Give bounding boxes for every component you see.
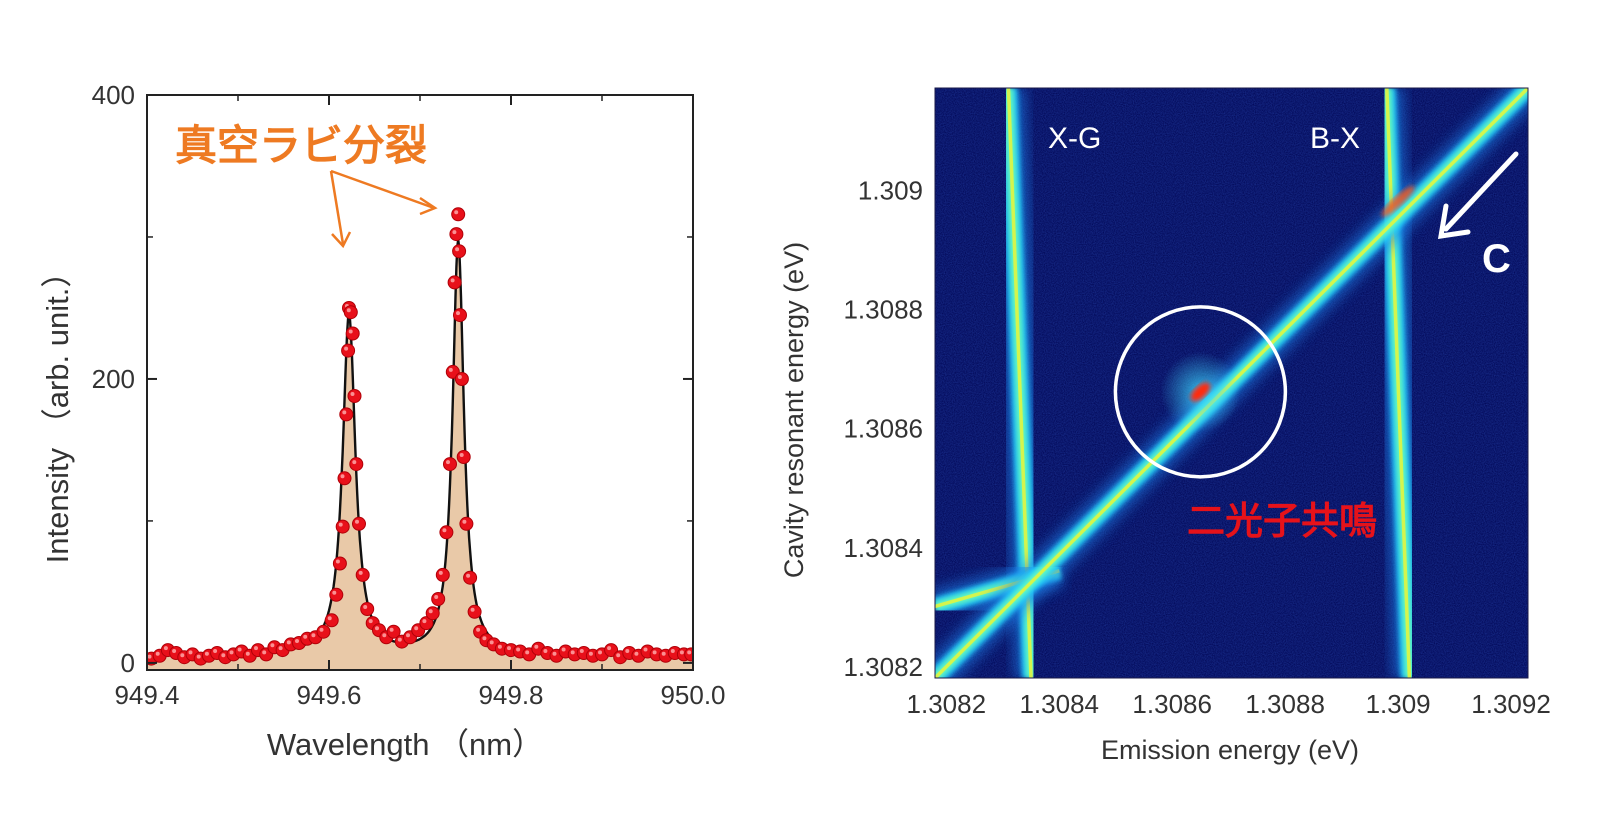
cavity-arrow: [1437, 151, 1519, 239]
x-tick-label-right: 1.3082: [907, 689, 987, 719]
x-axis-label-left: Wavelength （nm）: [267, 727, 543, 762]
data-point: [451, 207, 466, 222]
data-point: [335, 519, 350, 534]
x-tick-label: 949.6: [296, 680, 361, 710]
data-point: [341, 343, 356, 358]
data-point: [463, 570, 478, 585]
heatmap-chart: 1.3082 1.3084 1.3086 1.3088 1.309 1.3092 1.308…: [779, 87, 1551, 765]
data-point: [443, 457, 457, 472]
plot-frame-left: [146, 94, 694, 671]
data-point: [684, 647, 693, 662]
x-axis-label-right: Emission energy (eV): [1101, 735, 1359, 765]
plot-frame-right: [934, 87, 1529, 679]
data-point: [425, 606, 440, 621]
two-photon-resonance-label: 二光子共鳴: [1187, 499, 1377, 543]
x-tick-label-right: 1.309: [1366, 689, 1431, 719]
xg-line-label: X-G: [1048, 122, 1101, 155]
y-tick-label: 0: [121, 648, 135, 678]
resonance-hotspot: [1190, 382, 1211, 402]
annotation-arrows: [329, 169, 438, 249]
x-tick-label: 949.8: [478, 680, 543, 710]
y-tick-label: 400: [92, 80, 135, 110]
axis-ticks-left: 949.4 949.6 949.8 950.0 0 200 400: [92, 80, 726, 710]
data-point: [435, 567, 450, 582]
data-points: [147, 207, 693, 666]
data-point: [337, 471, 352, 486]
y-axis-label-left: Intensity （arb. unit.）: [40, 257, 75, 564]
data-point: [459, 516, 474, 531]
x-tick-label-right: 1.3092: [1471, 689, 1551, 719]
y-axis-label-right: Cavity resonant energy (eV): [779, 242, 809, 578]
rabi-splitting-annotation: 真空ラビ分裂: [175, 121, 427, 170]
data-point: [339, 407, 354, 422]
data-point: [454, 372, 469, 386]
y-tick-label-right: 1.3088: [843, 295, 923, 325]
fit-curve: [147, 239, 693, 657]
data-point: [316, 624, 331, 639]
data-point: [352, 516, 366, 531]
data-point: [467, 604, 482, 619]
data-point: [452, 244, 467, 259]
heatmap-image: [935, 88, 1528, 678]
data-point: [347, 389, 362, 403]
spectrum-chart: 949.4 949.6 949.8 950.0 0 200 400 Wavelength （…: [40, 80, 726, 762]
x-tick-label: 950.0: [660, 680, 725, 710]
data-point: [439, 525, 454, 540]
cavity-line-label: C: [1482, 237, 1511, 281]
data-point: [453, 308, 467, 323]
y-tick-label-right: 1.3084: [843, 533, 923, 563]
x-tick-label: 949.4: [114, 680, 179, 710]
data-point: [343, 305, 358, 320]
y-tick-label: 200: [92, 364, 135, 394]
bx-line: [1369, 88, 1427, 678]
x-tick-label-right: 1.3084: [1019, 689, 1099, 719]
data-point: [349, 457, 364, 472]
data-point: [360, 602, 375, 616]
data-point: [345, 326, 360, 341]
y-tick-label-right: 1.309: [858, 175, 923, 205]
x-tick-label-right: 1.3088: [1245, 689, 1325, 719]
bx-line-label: B-X: [1310, 122, 1360, 155]
fit-fill-area: [147, 239, 693, 670]
data-point: [449, 227, 464, 242]
data-point: [431, 592, 446, 606]
data-point: [355, 567, 370, 582]
data-point: [324, 613, 339, 628]
y-tick-label-right: 1.3082: [843, 652, 923, 682]
data-point: [447, 275, 462, 290]
data-point: [332, 556, 347, 571]
axis-ticks-right: 1.3082 1.3084 1.3086 1.3088 1.309 1.3092 1.308…: [843, 175, 1550, 719]
data-point: [329, 587, 344, 602]
y-tick-label-right: 1.3086: [843, 414, 923, 444]
data-point: [456, 450, 471, 464]
x-tick-label-right: 1.3086: [1132, 689, 1212, 719]
two-photon-resonance-circle: [1113, 305, 1288, 479]
